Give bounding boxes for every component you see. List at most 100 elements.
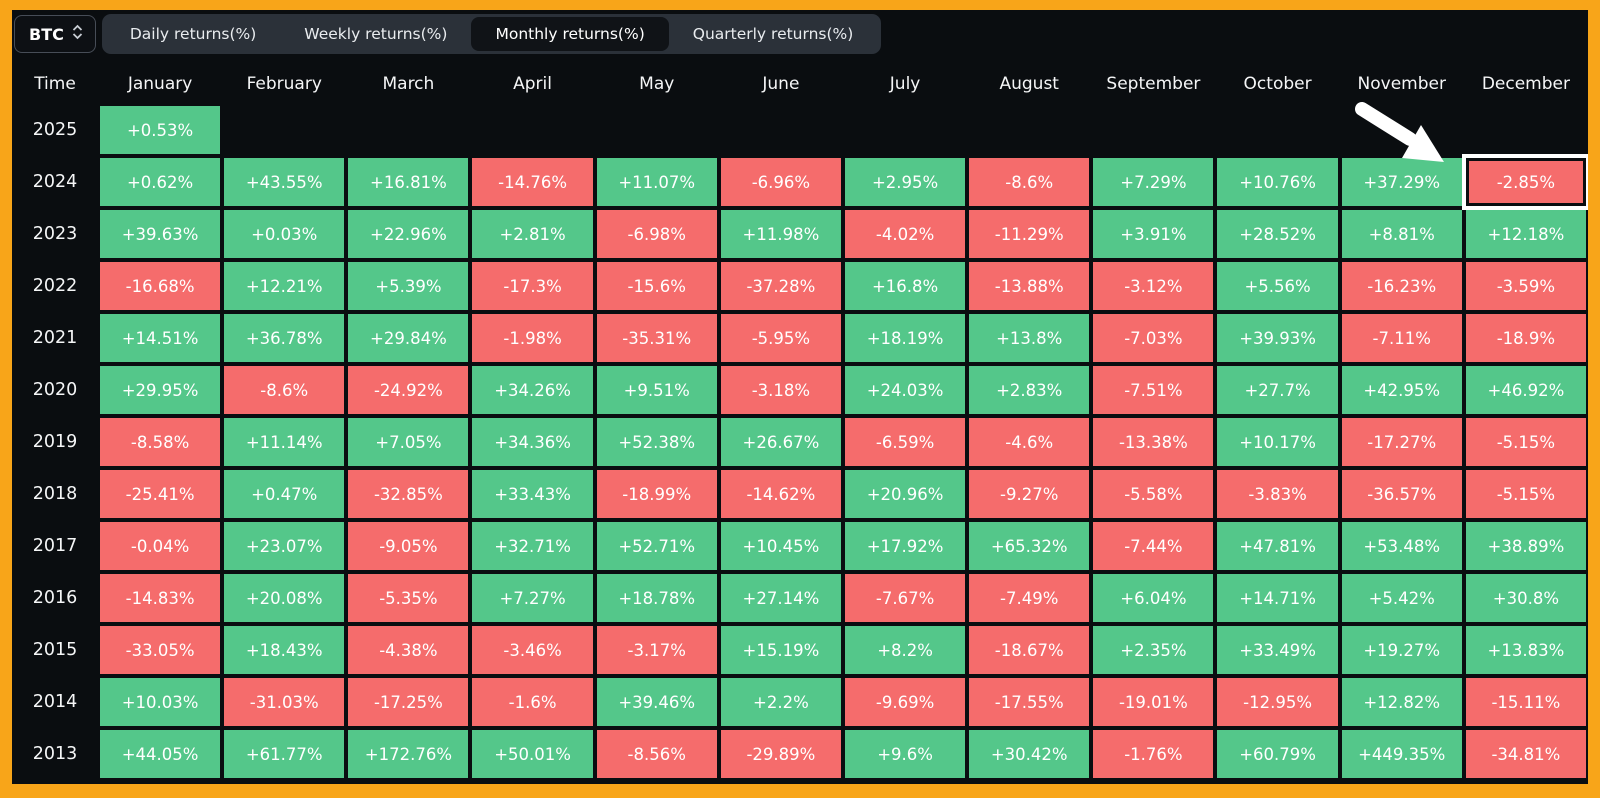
return-cell-2020-december: +46.92% bbox=[1465, 366, 1586, 414]
column-header-february: February bbox=[246, 74, 322, 94]
return-cell-2018-july: +20.96% bbox=[844, 470, 966, 518]
return-cell-2013-september: -1.76% bbox=[1093, 730, 1214, 778]
year-label-2025: 2025 bbox=[32, 120, 78, 140]
tab-monthly-returns[interactable]: Monthly returns(%) bbox=[471, 17, 669, 51]
return-cell-2013-may: -8.56% bbox=[596, 730, 717, 778]
return-cell-2019-january: -8.58% bbox=[100, 418, 221, 466]
return-cell-2022-august: -13.88% bbox=[969, 262, 1090, 310]
return-cell-2021-april: -1.98% bbox=[472, 314, 593, 362]
return-cell-2017-march: -9.05% bbox=[348, 522, 469, 570]
return-cell-2018-january: -25.41% bbox=[100, 470, 221, 518]
return-cell-2013-june: -29.89% bbox=[720, 730, 841, 778]
return-cell-2014-september: -19.01% bbox=[1093, 678, 1214, 726]
return-cell-2021-august: +13.8% bbox=[969, 314, 1090, 362]
return-cell-2016-december: +30.8% bbox=[1465, 574, 1586, 622]
return-cell-2023-november: +8.81% bbox=[1341, 210, 1462, 258]
return-cell-2019-december: -5.15% bbox=[1465, 418, 1586, 466]
return-cell-2023-august: -11.29% bbox=[969, 210, 1090, 258]
return-cell-2024-october: +10.76% bbox=[1217, 158, 1338, 206]
return-cell-2016-august: -7.49% bbox=[969, 574, 1090, 622]
return-cell-2025-october bbox=[1217, 106, 1337, 154]
return-cell-2025-march bbox=[348, 106, 468, 154]
return-cell-2024-february: +43.55% bbox=[224, 158, 345, 206]
return-cell-2024-april: -14.76% bbox=[472, 158, 593, 206]
return-cell-2016-july: -7.67% bbox=[844, 574, 966, 622]
return-cell-2018-october: -3.83% bbox=[1217, 470, 1338, 518]
return-cell-2024-september: +7.29% bbox=[1093, 158, 1214, 206]
year-label-2022: 2022 bbox=[32, 276, 78, 296]
return-cell-2014-december: -15.11% bbox=[1465, 678, 1586, 726]
tab-quarterly-returns[interactable]: Quarterly returns(%) bbox=[669, 17, 878, 51]
return-cell-2019-june: +26.67% bbox=[720, 418, 841, 466]
return-cell-2022-november: -16.23% bbox=[1341, 262, 1462, 310]
toolbar: BTC Daily returns(%) Weekly returns(%) Mon… bbox=[14, 14, 1588, 54]
return-cell-2022-june: -37.28% bbox=[720, 262, 841, 310]
return-cell-2024-august: -8.6% bbox=[969, 158, 1090, 206]
year-label-2015: 2015 bbox=[32, 640, 78, 660]
return-cell-2015-may: -3.17% bbox=[596, 626, 717, 674]
return-cell-2016-january: -14.83% bbox=[100, 574, 221, 622]
return-cell-2014-april: -1.6% bbox=[472, 678, 593, 726]
return-cell-2020-january: +29.95% bbox=[100, 366, 221, 414]
return-cell-2018-april: +33.43% bbox=[472, 470, 593, 518]
tab-daily-returns[interactable]: Daily returns(%) bbox=[106, 17, 280, 51]
return-cell-2023-april: +2.81% bbox=[472, 210, 593, 258]
return-cell-2013-december: -34.81% bbox=[1465, 730, 1586, 778]
return-cell-2013-january: +44.05% bbox=[100, 730, 221, 778]
returns-tabs: Daily returns(%) Weekly returns(%) Monthly… bbox=[101, 14, 882, 54]
return-cell-2024-july: +2.95% bbox=[844, 158, 966, 206]
return-cell-2018-november: -36.57% bbox=[1341, 470, 1462, 518]
return-cell-2017-june: +10.45% bbox=[720, 522, 841, 570]
column-header-june: June bbox=[762, 74, 800, 94]
return-cell-2017-may: +52.71% bbox=[596, 522, 717, 570]
return-cell-2015-february: +18.43% bbox=[224, 626, 345, 674]
return-cell-2021-july: +18.19% bbox=[844, 314, 966, 362]
return-cell-2015-november: +19.27% bbox=[1341, 626, 1462, 674]
return-cell-2025-february bbox=[224, 106, 344, 154]
return-cell-2014-november: +12.82% bbox=[1341, 678, 1462, 726]
return-cell-2014-may: +39.46% bbox=[596, 678, 717, 726]
return-cell-2022-may: -15.6% bbox=[596, 262, 717, 310]
return-cell-2021-november: -7.11% bbox=[1341, 314, 1462, 362]
return-cell-2014-october: -12.95% bbox=[1217, 678, 1338, 726]
return-cell-2016-may: +18.78% bbox=[596, 574, 717, 622]
column-header-may: May bbox=[639, 74, 675, 94]
year-label-2019: 2019 bbox=[32, 432, 78, 452]
return-cell-2014-june: +2.2% bbox=[720, 678, 841, 726]
return-cell-2022-july: +16.8% bbox=[844, 262, 966, 310]
tab-weekly-returns[interactable]: Weekly returns(%) bbox=[280, 17, 471, 51]
return-cell-2016-november: +5.42% bbox=[1341, 574, 1462, 622]
year-label-2023: 2023 bbox=[32, 224, 78, 244]
return-cell-2015-january: -33.05% bbox=[100, 626, 221, 674]
return-cell-2022-september: -3.12% bbox=[1093, 262, 1214, 310]
return-cell-2023-may: -6.98% bbox=[596, 210, 717, 258]
return-cell-2018-may: -18.99% bbox=[596, 470, 717, 518]
return-cell-2017-april: +32.71% bbox=[472, 522, 593, 570]
symbol-select[interactable]: BTC bbox=[14, 15, 96, 53]
year-label-2016: 2016 bbox=[32, 588, 78, 608]
return-cell-2022-april: -17.3% bbox=[472, 262, 593, 310]
return-cell-2021-october: +39.93% bbox=[1217, 314, 1338, 362]
return-cell-2015-june: +15.19% bbox=[720, 626, 841, 674]
return-cell-2020-february: -8.6% bbox=[224, 366, 345, 414]
return-cell-2016-february: +20.08% bbox=[224, 574, 345, 622]
return-cell-2016-september: +6.04% bbox=[1093, 574, 1214, 622]
return-cell-2025-april bbox=[472, 106, 592, 154]
return-cell-2018-september: -5.58% bbox=[1093, 470, 1214, 518]
return-cell-2021-february: +36.78% bbox=[224, 314, 345, 362]
year-label-2013: 2013 bbox=[32, 744, 78, 764]
return-cell-2017-november: +53.48% bbox=[1341, 522, 1462, 570]
return-cell-2023-january: +39.63% bbox=[100, 210, 221, 258]
return-cell-2024-may: +11.07% bbox=[596, 158, 717, 206]
return-cell-2022-december: -3.59% bbox=[1465, 262, 1586, 310]
column-header-april: April bbox=[513, 74, 552, 94]
column-header-october: October bbox=[1243, 74, 1312, 94]
return-cell-2023-february: +0.03% bbox=[224, 210, 345, 258]
column-header-july: July bbox=[889, 74, 921, 94]
return-cell-2020-june: -3.18% bbox=[720, 366, 841, 414]
return-cell-2013-november: +449.35% bbox=[1341, 730, 1462, 778]
return-cell-2015-august: -18.67% bbox=[969, 626, 1090, 674]
return-cell-2017-september: -7.44% bbox=[1093, 522, 1214, 570]
year-label-2021: 2021 bbox=[32, 328, 78, 348]
return-cell-2015-july: +8.2% bbox=[844, 626, 966, 674]
